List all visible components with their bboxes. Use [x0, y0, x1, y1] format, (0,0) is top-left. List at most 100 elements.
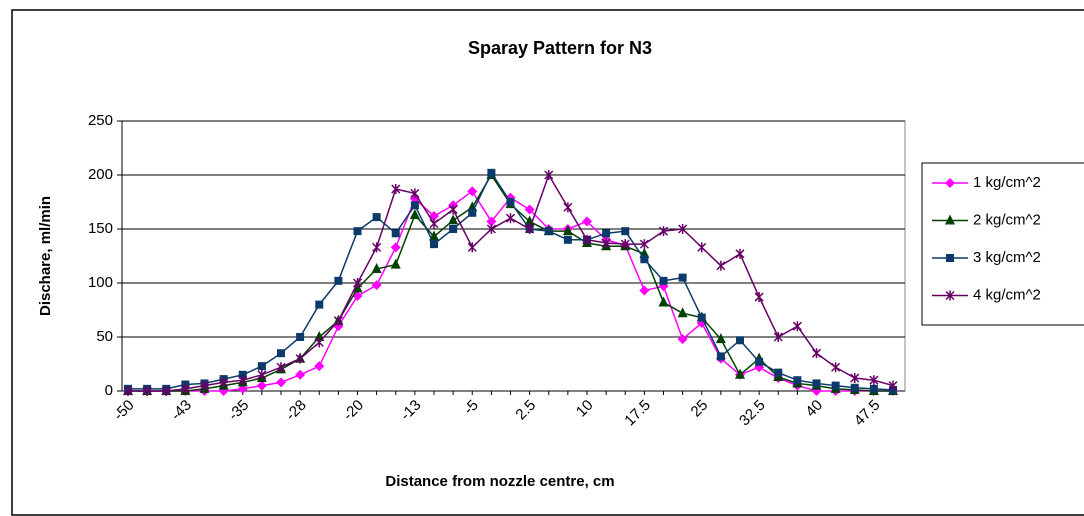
- y-tick-label: 150: [88, 220, 113, 237]
- marker: [353, 227, 362, 236]
- marker: [238, 375, 248, 386]
- marker: [391, 229, 400, 238]
- marker: [410, 188, 420, 199]
- marker: [315, 300, 324, 309]
- marker: [831, 362, 841, 373]
- marker: [486, 224, 496, 234]
- marker: [755, 357, 764, 366]
- marker: [429, 218, 439, 229]
- y-axis-label: Dischare, ml/min: [37, 196, 54, 316]
- marker: [754, 292, 764, 303]
- marker: [659, 276, 668, 285]
- marker: [639, 285, 650, 296]
- legend-label: 2 kg/cm^2: [973, 211, 1041, 228]
- marker: [142, 386, 152, 396]
- marker: [563, 202, 573, 213]
- marker: [295, 369, 306, 380]
- marker: [793, 376, 802, 385]
- marker: [697, 313, 706, 322]
- marker: [409, 208, 420, 219]
- marker: [449, 225, 458, 233]
- marker: [256, 380, 267, 391]
- marker: [562, 225, 573, 236]
- x-axis-label: Distance from nozzle centre, cm: [385, 473, 614, 490]
- marker: [945, 178, 955, 188]
- marker: [888, 380, 898, 391]
- marker: [945, 290, 955, 301]
- marker: [487, 168, 496, 177]
- marker: [390, 242, 401, 253]
- marker: [410, 201, 419, 210]
- plot-area: [121, 120, 906, 392]
- marker: [621, 227, 630, 236]
- marker: [314, 337, 324, 348]
- marker: [525, 224, 535, 234]
- marker: [467, 186, 478, 197]
- marker: [736, 336, 744, 345]
- marker: [333, 315, 343, 326]
- marker: [390, 258, 401, 269]
- marker: [658, 226, 669, 237]
- marker: [372, 213, 381, 222]
- marker: [219, 377, 229, 388]
- marker: [831, 381, 840, 390]
- marker: [735, 248, 745, 259]
- marker: [563, 235, 572, 244]
- marker: [238, 370, 247, 379]
- y-tick-label: 200: [88, 166, 113, 183]
- marker: [850, 383, 859, 392]
- marker: [467, 242, 477, 253]
- marker: [869, 375, 879, 386]
- marker: [715, 333, 726, 344]
- marker: [161, 386, 171, 396]
- y-tick-label: 0: [105, 382, 113, 399]
- marker: [601, 238, 611, 249]
- marker: [276, 362, 286, 373]
- marker: [257, 369, 267, 380]
- marker: [371, 280, 382, 291]
- marker: [295, 353, 305, 364]
- legend-label: 3 kg/cm^2: [973, 249, 1041, 266]
- marker: [448, 204, 458, 215]
- marker: [276, 377, 286, 388]
- marker: [774, 368, 783, 377]
- chart-title: Sparay Pattern for N3: [468, 38, 652, 58]
- marker: [812, 379, 821, 388]
- marker: [371, 262, 382, 273]
- marker: [946, 254, 954, 262]
- marker: [620, 239, 630, 250]
- legend-label: 1 kg/cm^2: [973, 174, 1041, 191]
- marker: [869, 384, 878, 393]
- marker: [199, 380, 210, 391]
- marker: [582, 234, 592, 245]
- marker: [506, 198, 515, 206]
- marker: [430, 240, 438, 249]
- marker: [735, 368, 745, 379]
- marker: [352, 278, 363, 288]
- marker: [505, 213, 516, 224]
- marker: [677, 307, 688, 318]
- y-tick-label: 50: [96, 328, 113, 345]
- legend-box: [921, 162, 1084, 326]
- marker: [678, 224, 688, 234]
- marker: [678, 273, 687, 282]
- marker: [677, 334, 688, 345]
- marker: [391, 184, 401, 195]
- marker: [544, 170, 554, 180]
- marker: [582, 216, 592, 227]
- marker: [850, 373, 860, 384]
- marker: [773, 332, 783, 342]
- y-tick-label: 100: [88, 274, 113, 291]
- legend-label: 4 kg/cm^2: [973, 286, 1041, 303]
- marker: [602, 229, 611, 238]
- marker: [792, 321, 802, 332]
- marker: [277, 349, 285, 358]
- marker: [945, 214, 955, 225]
- marker: [716, 352, 725, 361]
- marker: [372, 242, 382, 253]
- marker: [334, 276, 343, 285]
- marker: [639, 239, 649, 250]
- marker: [314, 361, 325, 372]
- marker: [697, 242, 707, 253]
